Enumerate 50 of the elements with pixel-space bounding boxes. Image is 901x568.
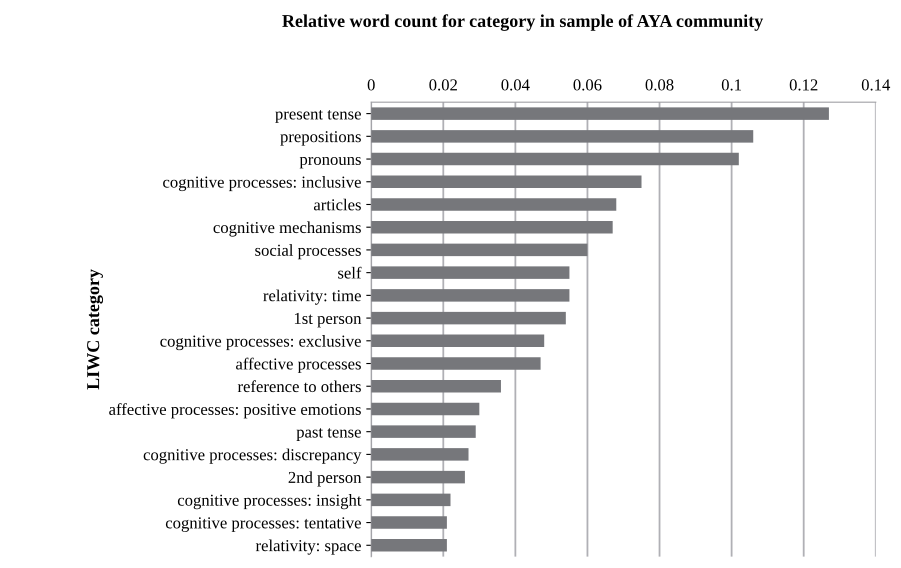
bar <box>371 425 476 438</box>
x-tick-label: 0.02 <box>429 79 457 91</box>
bar <box>371 289 570 302</box>
y-tick-label: relativity: space <box>256 539 361 555</box>
y-tick-label: reference to others <box>238 380 361 392</box>
bar <box>371 176 642 188</box>
bar <box>371 312 566 324</box>
bar <box>371 516 447 529</box>
y-tick-label: pronouns <box>300 156 361 168</box>
bar <box>371 130 754 143</box>
y-tick-label: past tense <box>296 428 361 442</box>
x-tick-label: 0.08 <box>646 79 674 91</box>
y-tick-label: relativity: time <box>263 290 361 305</box>
y-axis-title: LIWC category <box>87 269 104 390</box>
x-tick-label: 0 <box>368 79 375 91</box>
bar <box>371 470 465 484</box>
y-tick-label: 1st person <box>294 312 362 328</box>
x-tick-label: 0.1 <box>722 79 742 91</box>
bar <box>371 494 450 506</box>
y-tick-label: 2nd person <box>288 471 362 486</box>
bar <box>371 152 739 166</box>
y-tick-label: cognitive processes: inclusive <box>163 176 361 192</box>
bar <box>371 244 588 256</box>
bar <box>371 402 480 416</box>
y-tick-label: cognitive mechanisms <box>214 221 361 237</box>
y-tick-label: prepositions <box>280 131 361 146</box>
chart-title: Relative word count for category in sample of AYA community <box>282 14 764 31</box>
x-tick-label: 0.06 <box>574 79 602 91</box>
x-tick-label: 0.14 <box>862 79 890 91</box>
y-tick-label: self <box>338 266 362 279</box>
bar <box>371 380 501 392</box>
y-tick-label: present tense <box>275 110 361 123</box>
bar <box>371 220 613 234</box>
bar <box>371 266 570 279</box>
bar <box>371 107 829 120</box>
bar <box>371 357 541 370</box>
x-tick-label: 0.12 <box>790 79 818 91</box>
y-tick-label: cognitive processes: exclusive <box>160 335 361 350</box>
x-tick-label: 0.04 <box>501 79 530 91</box>
y-tick-label: articles <box>314 198 361 210</box>
y-tick-label: affective processes <box>236 358 361 373</box>
y-tick-label: cognitive processes: insight <box>178 494 362 510</box>
y-tick-label: cognitive processes: tentative <box>166 517 361 532</box>
bar <box>371 334 544 348</box>
bar <box>371 448 469 461</box>
y-tick-label: affective processes: positive emotions <box>109 403 361 418</box>
y-tick-label: cognitive processes: discrepancy <box>144 448 362 464</box>
y-tick-label: social processes <box>255 244 361 260</box>
bar <box>371 539 447 552</box>
bar <box>371 198 616 211</box>
